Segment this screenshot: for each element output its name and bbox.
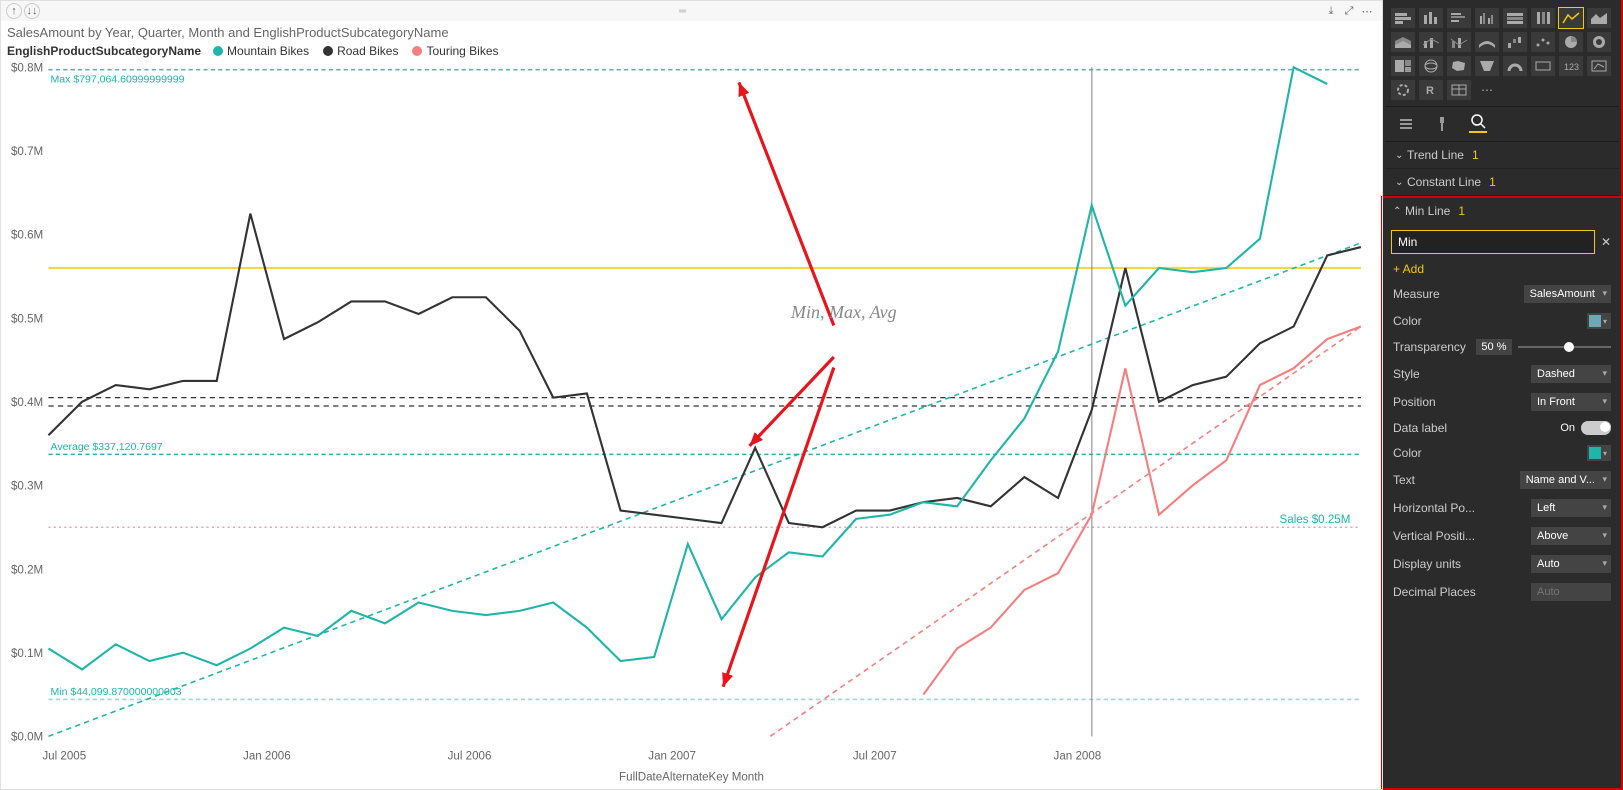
svg-text:$0.4M: $0.4M <box>11 397 43 409</box>
viz-clust-col-icon[interactable] <box>1475 8 1499 28</box>
chart-legend: EnglishProductSubcategoryName Mountain B… <box>1 44 1382 62</box>
svg-text:Min $44,099.870000000003: Min $44,099.870000000003 <box>51 686 182 698</box>
section-trend-line[interactable]: ⌄Trend Line1 <box>1385 142 1619 169</box>
viz-line-icon[interactable] <box>1559 8 1583 28</box>
data-label-toggle[interactable] <box>1581 421 1611 435</box>
more-icon[interactable]: ⋯ <box>1359 3 1375 19</box>
hpos-dropdown[interactable]: Left <box>1531 499 1611 517</box>
viz-area-icon[interactable] <box>1587 8 1611 28</box>
annotation-text: Min, Max, Avg <box>791 302 897 323</box>
viz-combo2-icon[interactable] <box>1447 32 1471 52</box>
label-color-picker[interactable]: ▾ <box>1587 445 1611 461</box>
tab-fields-icon[interactable] <box>1397 115 1415 133</box>
viz-100bar-icon[interactable] <box>1503 8 1527 28</box>
chart-title: SalesAmount by Year, Quarter, Month and … <box>1 21 1382 44</box>
focus-icon[interactable]: ⤓ <box>1323 3 1339 19</box>
chart-plot[interactable]: $0.0M $0.1M $0.2M $0.3M $0.4M $0.5M $0.6M $0.7M… <box>1 62 1382 789</box>
svg-text:R: R <box>1426 85 1434 97</box>
section-constant-line[interactable]: ⌄Constant Line1 <box>1385 169 1619 196</box>
svg-text:Jan 2006: Jan 2006 <box>243 751 291 763</box>
chevron-down-icon: ⌄ <box>1395 177 1407 188</box>
svg-text:$0.7M: $0.7M <box>11 146 43 158</box>
legend-title: EnglishProductSubcategoryName <box>7 44 201 58</box>
visualizations-panel: 123 R ⋯ ⌄Trend Line1 ⌄Constant Line1 ⌃Mi… <box>1383 0 1623 790</box>
viz-100col-icon[interactable] <box>1531 8 1555 28</box>
viz-table-icon[interactable] <box>1447 80 1471 100</box>
chart-visual: ↑ ↓↓ ═ ⤓ ⤢ ⋯ SalesAmount by Year, Quarte… <box>0 0 1383 790</box>
svg-text:123: 123 <box>1564 62 1579 72</box>
viz-donut-icon[interactable] <box>1587 32 1611 52</box>
viz-gallery: 123 R ⋯ <box>1385 2 1619 107</box>
viz-combo1-icon[interactable] <box>1419 32 1443 52</box>
viz-slicer-icon[interactable] <box>1391 80 1415 100</box>
viz-pie-icon[interactable] <box>1559 32 1583 52</box>
tab-format-icon[interactable] <box>1433 115 1451 133</box>
svg-text:Average $337,120.7697: Average $337,120.7697 <box>51 441 163 453</box>
line-name-input[interactable] <box>1391 230 1595 254</box>
transparency-slider[interactable] <box>1518 340 1611 354</box>
svg-text:Jan 2007: Jan 2007 <box>648 751 696 763</box>
viz-waterfall-icon[interactable] <box>1503 32 1527 52</box>
viz-ribbon-icon[interactable] <box>1475 32 1499 52</box>
panel-tabs <box>1385 107 1619 142</box>
viz-clust-bar-icon[interactable] <box>1447 8 1471 28</box>
viz-stacked-col-icon[interactable] <box>1419 8 1443 28</box>
style-dropdown[interactable]: Dashed <box>1531 365 1611 383</box>
viz-stacked-area-icon[interactable] <box>1391 32 1415 52</box>
viz-scatter-icon[interactable] <box>1531 32 1555 52</box>
vpos-dropdown[interactable]: Above <box>1531 527 1611 545</box>
viz-treemap-icon[interactable] <box>1391 56 1415 76</box>
svg-text:FullDateAlternateKey Month: FullDateAlternateKey Month <box>619 772 764 784</box>
svg-text:Max $797,064.60999999999: Max $797,064.60999999999 <box>51 73 185 85</box>
viz-kpi-icon[interactable] <box>1587 56 1611 76</box>
visual-header: ↑ ↓↓ ═ ⤓ ⤢ ⋯ <box>1 1 1382 21</box>
viz-map-icon[interactable] <box>1419 56 1443 76</box>
viz-gauge-icon[interactable] <box>1503 56 1527 76</box>
svg-text:$0.1M: $0.1M <box>11 648 43 660</box>
viz-stacked-bar-icon[interactable] <box>1391 8 1415 28</box>
focus-mode-icon[interactable]: ⤢ <box>1341 3 1357 19</box>
viz-filled-map-icon[interactable] <box>1447 56 1471 76</box>
svg-text:$0.2M: $0.2M <box>11 564 43 576</box>
chevron-down-icon: ⌄ <box>1395 150 1407 161</box>
viz-r-icon[interactable]: R <box>1419 80 1443 100</box>
tab-analytics-icon[interactable] <box>1469 115 1487 133</box>
viz-multicard-icon[interactable]: 123 <box>1559 56 1583 76</box>
units-dropdown[interactable]: Auto <box>1531 555 1611 573</box>
grip-icon[interactable]: ═ <box>673 6 693 17</box>
svg-text:$0.3M: $0.3M <box>11 481 43 493</box>
svg-text:Jul 2005: Jul 2005 <box>42 751 86 763</box>
position-dropdown[interactable]: In Front <box>1531 393 1611 411</box>
legend-item[interactable]: Mountain Bikes <box>213 44 309 58</box>
svg-text:Sales $0.25M: Sales $0.25M <box>1280 514 1351 526</box>
drill-down-icon[interactable]: ↓↓ <box>24 3 40 19</box>
legend-item[interactable]: Touring Bikes <box>412 44 498 58</box>
text-dropdown[interactable]: Name and V... <box>1520 471 1611 489</box>
svg-text:Jan 2008: Jan 2008 <box>1054 751 1102 763</box>
chevron-up-icon: ⌃ <box>1393 206 1405 217</box>
decimals-input[interactable] <box>1531 583 1611 601</box>
svg-text:$0.8M: $0.8M <box>11 62 43 74</box>
svg-text:Jul 2006: Jul 2006 <box>448 751 492 763</box>
transparency-value: 50 % <box>1476 339 1512 355</box>
drill-up-icon[interactable]: ↑ <box>6 3 22 19</box>
section-min-line: ⌃Min Line1 ✕ + Add MeasureSalesAmount Co… <box>1381 196 1623 790</box>
svg-text:Jul 2007: Jul 2007 <box>853 751 897 763</box>
viz-funnel-icon[interactable] <box>1475 56 1499 76</box>
viz-more-icon[interactable]: ⋯ <box>1475 80 1499 100</box>
color-picker[interactable]: ▾ <box>1587 313 1611 329</box>
legend-item[interactable]: Road Bikes <box>323 44 398 58</box>
close-icon[interactable]: ✕ <box>1599 235 1613 249</box>
measure-dropdown[interactable]: SalesAmount <box>1524 285 1611 303</box>
section-min-line-header[interactable]: ⌃Min Line1 <box>1383 198 1621 224</box>
svg-text:$0.5M: $0.5M <box>11 313 43 325</box>
viz-card-icon[interactable] <box>1531 56 1555 76</box>
svg-text:$0.0M: $0.0M <box>11 732 43 744</box>
svg-text:$0.6M: $0.6M <box>11 230 43 242</box>
add-button[interactable]: + Add <box>1391 258 1613 280</box>
